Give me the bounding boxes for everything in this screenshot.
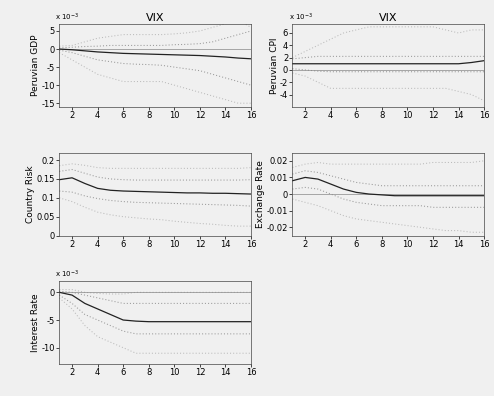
Y-axis label: Exchange Rate: Exchange Rate <box>256 160 265 228</box>
Text: x 10$^{-3}$: x 10$^{-3}$ <box>288 11 313 23</box>
Text: x 10$^{-3}$: x 10$^{-3}$ <box>55 269 80 280</box>
Y-axis label: Country Risk: Country Risk <box>26 165 36 223</box>
Y-axis label: Peruvian CPI: Peruvian CPI <box>270 37 279 93</box>
Text: x 10$^{-3}$: x 10$^{-3}$ <box>55 11 80 23</box>
Title: VIX: VIX <box>379 13 398 23</box>
Y-axis label: Peruvian GDP: Peruvian GDP <box>31 34 40 96</box>
Title: VIX: VIX <box>146 13 165 23</box>
Y-axis label: Interest Rate: Interest Rate <box>31 293 40 352</box>
